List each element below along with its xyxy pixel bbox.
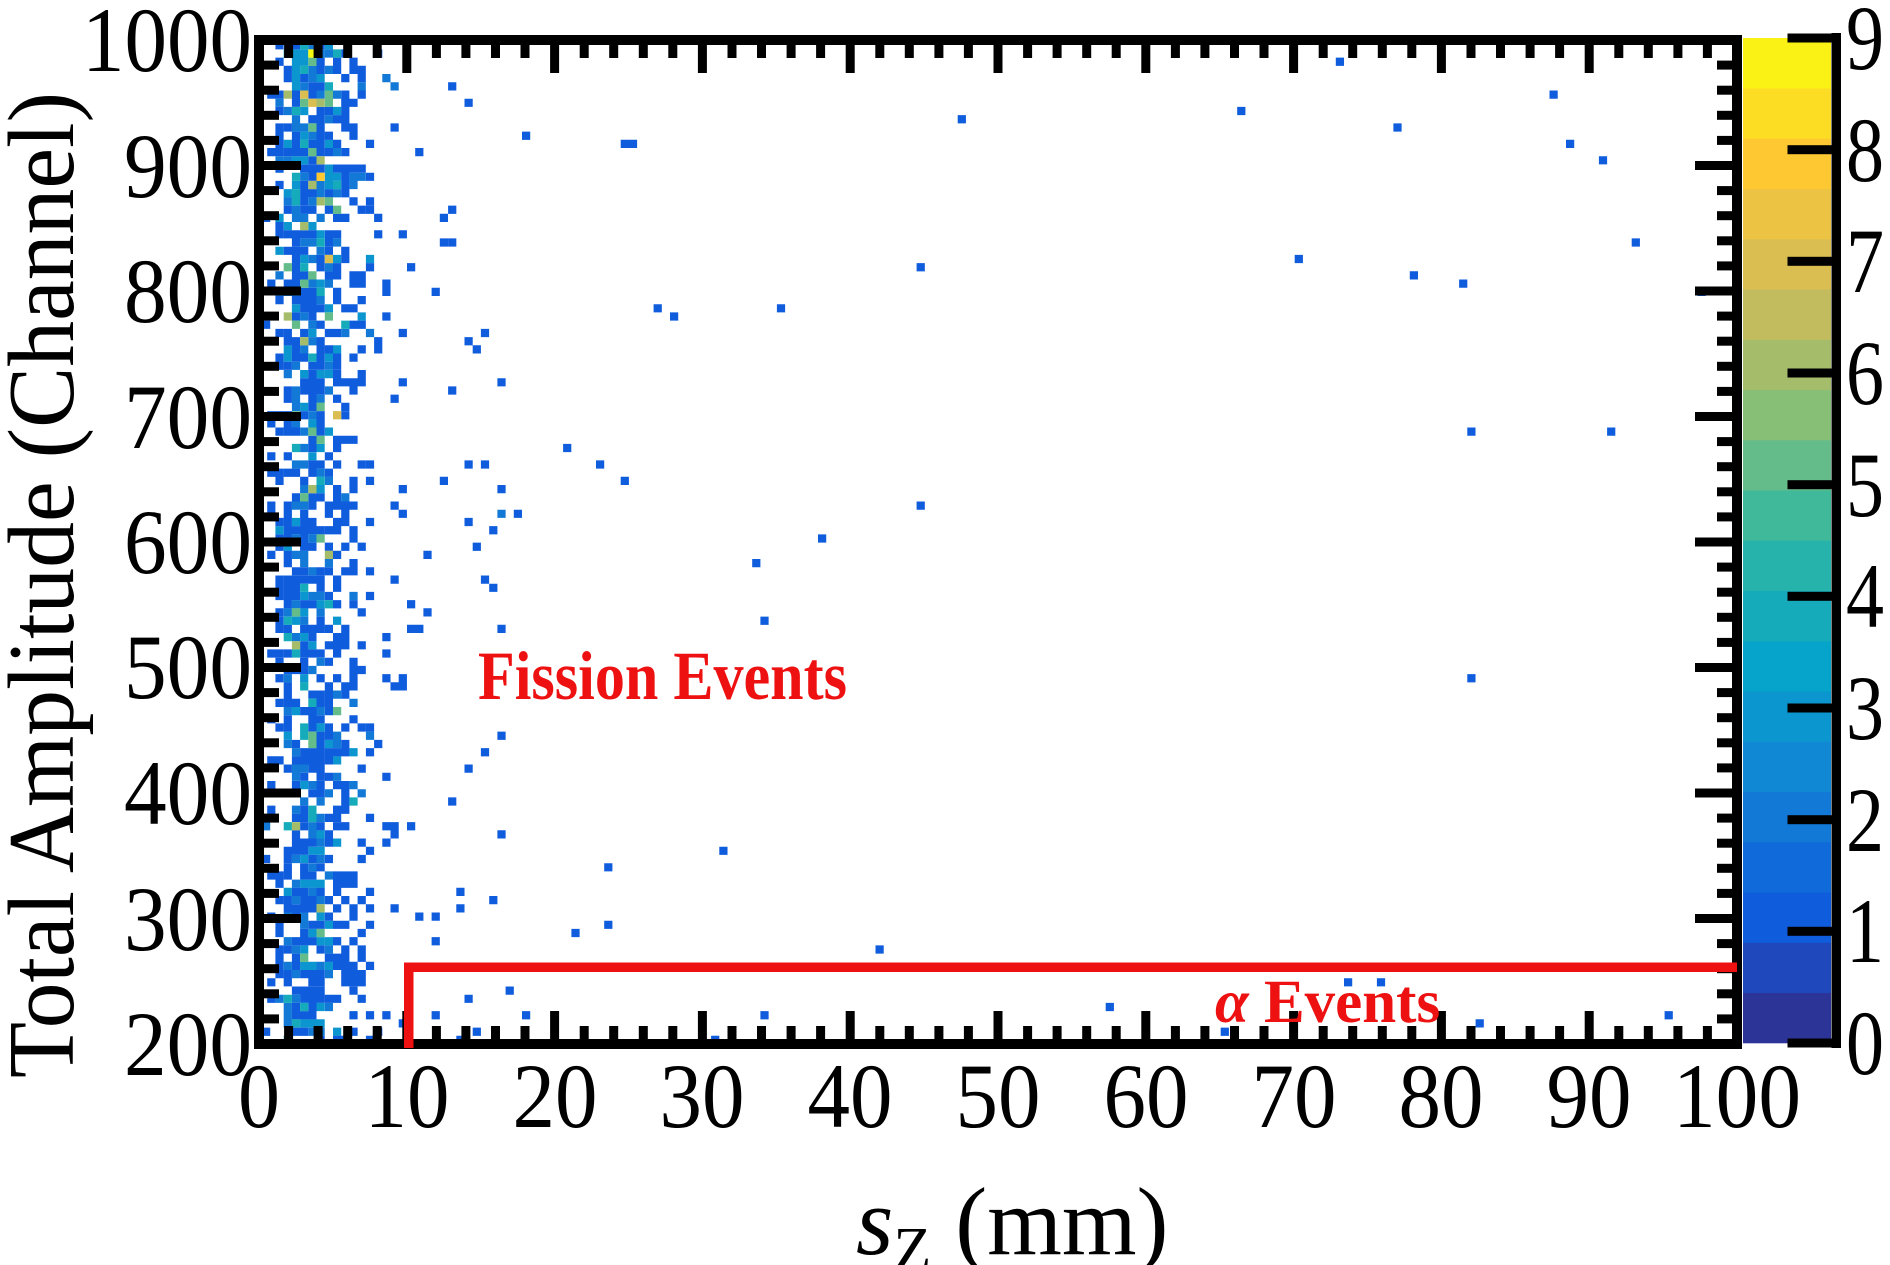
svg-text:90: 90 [1547,1045,1632,1147]
svg-text:300: 300 [124,868,252,970]
svg-text:5: 5 [1846,434,1884,536]
svg-text:8: 8 [1846,99,1884,201]
svg-text:1000: 1000 [82,0,252,91]
svg-text:200: 200 [124,993,252,1095]
svg-text:400: 400 [124,742,252,844]
svg-text:800: 800 [124,240,252,342]
svg-text:100: 100 [1673,1045,1801,1147]
svg-text:10: 10 [365,1045,450,1147]
svg-text:700: 700 [124,366,252,468]
svg-text:70: 70 [1252,1045,1337,1147]
svg-text:20: 20 [513,1045,598,1147]
svg-text:60: 60 [1104,1045,1189,1147]
svg-text:4: 4 [1846,545,1884,647]
svg-text:7: 7 [1846,210,1884,312]
svg-text:500: 500 [124,616,252,718]
svg-text:Total Amplitude (Channel): Total Amplitude (Channel) [0,92,94,1078]
svg-text:sZ (mm): sZ (mm) [856,1168,1169,1265]
svg-text:600: 600 [124,491,252,593]
svg-text:Fission Events: Fission Events [478,638,847,714]
svg-text:6: 6 [1846,322,1884,424]
svg-text:80: 80 [1399,1045,1484,1147]
svg-text:9: 9 [1846,0,1884,89]
svg-text:3: 3 [1846,657,1884,759]
svg-text:0: 0 [1846,992,1884,1094]
svg-text:1: 1 [1846,880,1884,982]
svg-text:2: 2 [1846,769,1884,871]
svg-text:30: 30 [660,1045,745,1147]
svg-text:50: 50 [956,1045,1041,1147]
svg-text:40: 40 [808,1045,893,1147]
svg-text:α Events: α Events [1215,969,1440,1036]
svg-text:900: 900 [124,115,252,217]
svg-text:0: 0 [238,1045,280,1147]
